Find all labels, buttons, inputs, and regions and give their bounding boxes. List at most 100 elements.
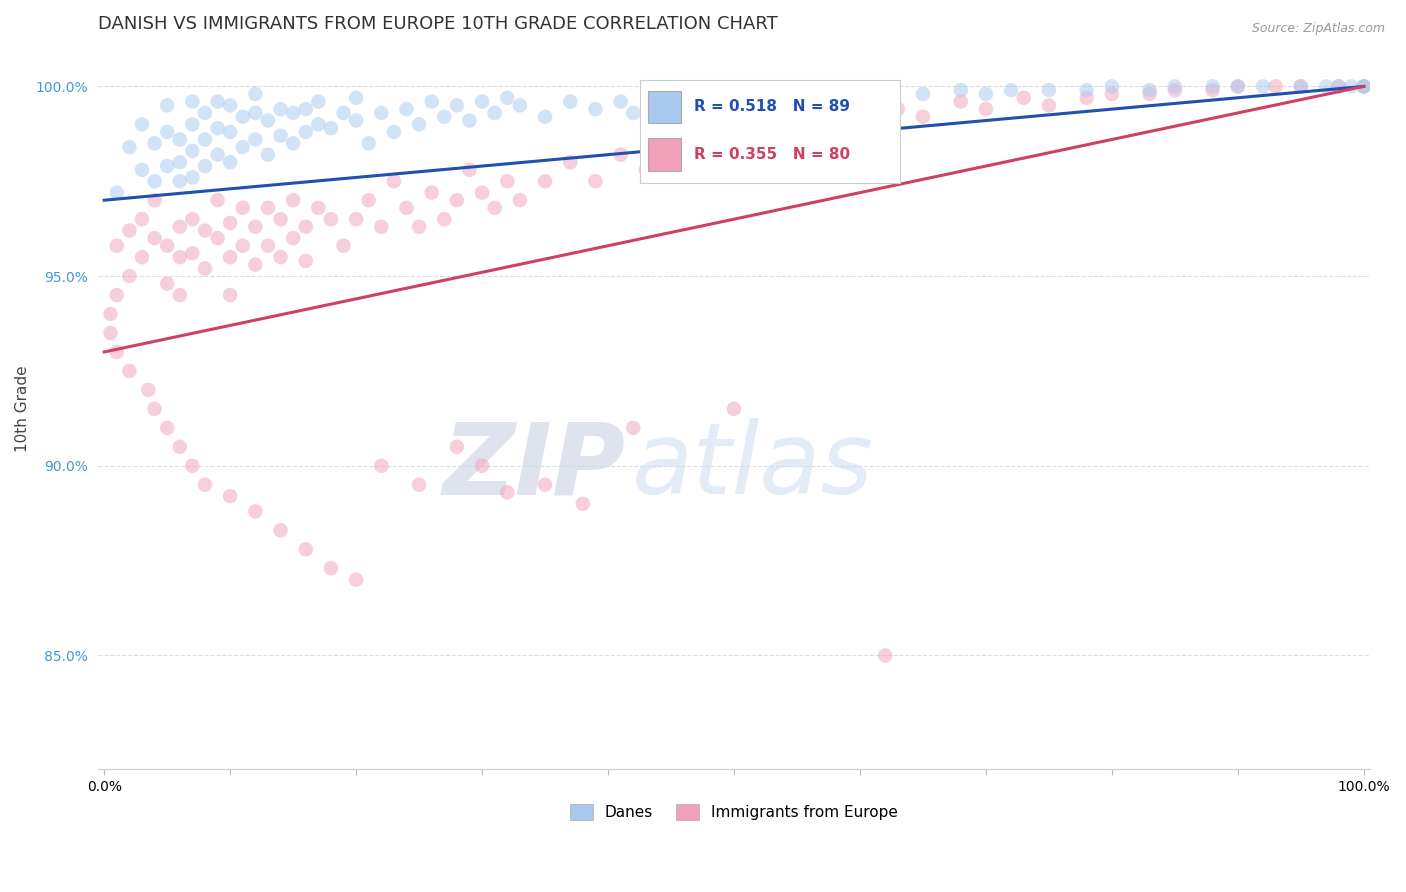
Point bbox=[1264, 79, 1286, 94]
Point bbox=[281, 106, 304, 120]
Point bbox=[496, 485, 519, 500]
Point bbox=[136, 383, 159, 397]
Point bbox=[232, 238, 254, 252]
Point bbox=[446, 440, 468, 454]
Text: ZIP: ZIP bbox=[443, 418, 626, 515]
Point bbox=[1226, 79, 1249, 94]
Point bbox=[560, 95, 582, 109]
Point bbox=[156, 421, 179, 435]
Legend: Danes, Immigrants from Europe: Danes, Immigrants from Europe bbox=[564, 798, 904, 827]
Point bbox=[156, 277, 179, 291]
Point bbox=[621, 421, 644, 435]
Point bbox=[621, 106, 644, 120]
Point bbox=[169, 132, 191, 146]
Point bbox=[395, 201, 418, 215]
Point bbox=[194, 223, 217, 237]
Point bbox=[583, 102, 606, 116]
Point bbox=[849, 91, 872, 105]
Point bbox=[181, 117, 204, 131]
Point bbox=[219, 489, 242, 503]
Point bbox=[294, 125, 316, 139]
FancyBboxPatch shape bbox=[648, 137, 682, 170]
Point bbox=[471, 95, 494, 109]
Point bbox=[484, 201, 506, 215]
Point bbox=[270, 250, 292, 264]
Point bbox=[257, 113, 280, 128]
Point bbox=[1327, 79, 1350, 94]
Point bbox=[1038, 83, 1060, 97]
Point bbox=[194, 261, 217, 276]
Point bbox=[169, 219, 191, 234]
Point bbox=[219, 125, 242, 139]
Point bbox=[1289, 79, 1312, 94]
Point bbox=[1353, 79, 1375, 94]
Point bbox=[105, 345, 128, 359]
Point bbox=[1201, 79, 1223, 94]
Point bbox=[194, 106, 217, 120]
Point bbox=[433, 212, 456, 227]
Point bbox=[169, 440, 191, 454]
Point bbox=[370, 106, 392, 120]
Point bbox=[647, 91, 669, 105]
Point bbox=[194, 477, 217, 491]
Point bbox=[583, 174, 606, 188]
Point bbox=[1139, 83, 1161, 97]
Point bbox=[1251, 79, 1274, 94]
Text: Source: ZipAtlas.com: Source: ZipAtlas.com bbox=[1251, 22, 1385, 36]
Point bbox=[408, 219, 430, 234]
Point bbox=[100, 326, 122, 340]
Point bbox=[974, 87, 997, 101]
Point bbox=[207, 95, 229, 109]
Point bbox=[1226, 79, 1249, 94]
Point bbox=[232, 110, 254, 124]
Point bbox=[471, 186, 494, 200]
Point bbox=[1353, 79, 1375, 94]
Point bbox=[484, 106, 506, 120]
Point bbox=[131, 117, 153, 131]
Point bbox=[344, 212, 367, 227]
Point bbox=[181, 170, 204, 185]
Point bbox=[294, 219, 316, 234]
Point bbox=[420, 95, 443, 109]
Point bbox=[824, 110, 846, 124]
Point bbox=[307, 201, 329, 215]
Point bbox=[849, 125, 872, 139]
Point bbox=[169, 174, 191, 188]
Point bbox=[659, 136, 682, 151]
Point bbox=[207, 193, 229, 207]
Point bbox=[408, 477, 430, 491]
Point bbox=[1353, 79, 1375, 94]
Point bbox=[181, 95, 204, 109]
Point bbox=[207, 231, 229, 245]
FancyBboxPatch shape bbox=[648, 91, 682, 123]
Point bbox=[281, 193, 304, 207]
Point bbox=[949, 83, 972, 97]
Point bbox=[875, 83, 897, 97]
Point bbox=[1340, 79, 1362, 94]
Point bbox=[156, 98, 179, 112]
Point bbox=[245, 504, 267, 518]
Point bbox=[1164, 79, 1187, 94]
Point bbox=[319, 212, 342, 227]
Point bbox=[1327, 79, 1350, 94]
Point bbox=[786, 117, 808, 131]
Point bbox=[270, 523, 292, 537]
Point bbox=[1289, 79, 1312, 94]
Point bbox=[723, 95, 745, 109]
Point bbox=[824, 87, 846, 101]
Point bbox=[169, 288, 191, 302]
Point bbox=[181, 246, 204, 260]
Point bbox=[1012, 91, 1035, 105]
Point bbox=[131, 212, 153, 227]
Point bbox=[446, 193, 468, 207]
Point bbox=[1315, 79, 1337, 94]
Point bbox=[294, 542, 316, 557]
Point bbox=[257, 147, 280, 161]
Point bbox=[1201, 83, 1223, 97]
Point bbox=[509, 98, 531, 112]
Point bbox=[344, 91, 367, 105]
Point bbox=[219, 250, 242, 264]
Point bbox=[332, 106, 354, 120]
Text: DANISH VS IMMIGRANTS FROM EUROPE 10TH GRADE CORRELATION CHART: DANISH VS IMMIGRANTS FROM EUROPE 10TH GR… bbox=[98, 15, 778, 33]
Point bbox=[281, 136, 304, 151]
